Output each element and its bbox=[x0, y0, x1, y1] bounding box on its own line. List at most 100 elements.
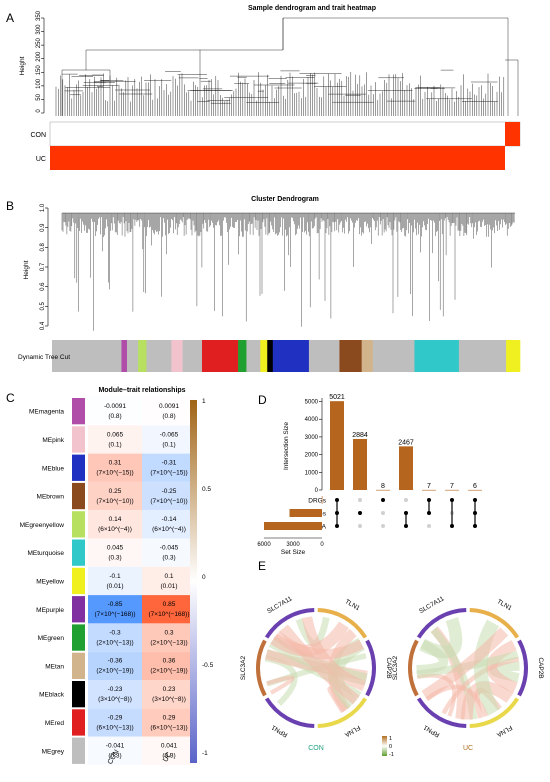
panel-c-cell-con-value: -0.0091 bbox=[104, 403, 126, 410]
panel-e-gene-label: RPN1 bbox=[422, 723, 441, 738]
panel-c-cell-con bbox=[88, 566, 142, 596]
panel-c-row: MEblack -0.23 (3×10^(−8)) 0.23 (3×10^(−8)) bbox=[39, 680, 196, 709]
panel-b-ytick-label: 0.8 bbox=[40, 243, 46, 252]
panel-b-module-segment bbox=[372, 340, 415, 372]
panel-b-module-segment bbox=[361, 340, 374, 372]
panel-c-row: MEred -0.29 (6×10^(−13)) 0.29 (6×10^(−13)) bbox=[45, 708, 196, 737]
panel-b-dendrogram bbox=[61, 212, 515, 331]
panel-e-ring-segment bbox=[264, 608, 315, 639]
panel-c-cell-uc-value: -0.065 bbox=[160, 431, 179, 438]
panel-b-module-segment bbox=[353, 340, 362, 372]
panel-d-bar bbox=[353, 438, 367, 490]
panel-c-cell-uc-p: (0.8) bbox=[162, 413, 175, 420]
panel-c-row-label: MEmagenta bbox=[29, 409, 64, 416]
panel-c-legend-tick: -1 bbox=[202, 750, 208, 757]
panel-c-cell-con-p: (0.01) bbox=[107, 583, 124, 590]
panel-d-bar bbox=[376, 489, 390, 491]
panel-b-ytick-label: 0.6 bbox=[40, 282, 46, 291]
panel-c-cell-con-p: (6×10^(−13)) bbox=[96, 724, 133, 731]
panel-c-cell-con-value: 0.14 bbox=[109, 516, 122, 523]
panel-b-module-segment bbox=[126, 340, 139, 372]
panel-a-dendrogram-lines bbox=[55, 17, 519, 116]
panel-e-ring-segment bbox=[264, 697, 315, 728]
panel-d-ytick-label: 4000 bbox=[305, 417, 319, 423]
panel-d-set-label: DRGs bbox=[308, 498, 326, 505]
panel-c-cell-uc-p: (7×10^(−10)) bbox=[150, 498, 187, 505]
panel-b-ytick-label: 0.4 bbox=[40, 321, 46, 330]
panel-c-cell-con bbox=[88, 595, 142, 624]
panel-c-cell-uc bbox=[142, 481, 196, 511]
panel-d-bar-label: 2884 bbox=[352, 432, 368, 439]
panel-e-chord-link bbox=[301, 616, 367, 691]
panel-d-matrix-dot bbox=[381, 511, 385, 515]
panel-c-cell-uc-p: (7×10^(−15)) bbox=[150, 470, 187, 477]
panel-e-chord-link bbox=[266, 675, 295, 695]
panel-c-row-label: MEturquoise bbox=[28, 550, 65, 557]
panel-c-row: MEmagenta -0.0091 (0.8) 0.0091 (0.8) bbox=[29, 397, 196, 426]
panel-e-gene-label: FLNA bbox=[495, 724, 513, 739]
panel-c-cell-uc-value: -0.25 bbox=[162, 488, 177, 495]
panel-e-ring-segment bbox=[317, 608, 368, 639]
panel-c-cell-uc-value: 0.29 bbox=[163, 714, 176, 721]
panel-b-ytick-label: 0.5 bbox=[40, 302, 46, 311]
panel-c-row-label: MEpurple bbox=[36, 607, 64, 614]
panel-c-cell-uc-value: -0.31 bbox=[162, 460, 177, 467]
panel-e-ring-segment bbox=[416, 608, 467, 639]
panel-b-title: Cluster Dendrogram bbox=[251, 196, 319, 203]
panel-label-b: B bbox=[6, 199, 14, 213]
panel-c-module-swatch bbox=[72, 624, 85, 651]
panel-e-legend-tick: -1 bbox=[389, 752, 394, 758]
panel-b-module-segment bbox=[201, 340, 225, 372]
panel-c-row: MEgrey -0.041 (0.3) 0.041 (0.3) bbox=[42, 736, 196, 765]
panel-d-set-size-bar bbox=[264, 522, 322, 530]
panel-c-cell-con-p: (0.1) bbox=[108, 441, 121, 448]
panel-e-ring-segment bbox=[317, 697, 368, 728]
panel-d-set-size-tick: 6000 bbox=[257, 542, 271, 548]
panel-c-cell-uc bbox=[142, 397, 196, 426]
panel-c-row-label: MEgrey bbox=[42, 748, 65, 755]
panel-d-bar-label: 7 bbox=[450, 483, 454, 490]
panel-e-ring-segment bbox=[469, 697, 520, 728]
panel-c-cell-uc-p: (0.3) bbox=[162, 555, 175, 562]
panel-c-cell-con-value: -0.041 bbox=[106, 743, 125, 750]
panel-c-row-label: MEred bbox=[45, 720, 65, 727]
panel-e-group-label-uc: UC bbox=[463, 745, 473, 752]
panel-d-matrix-dot bbox=[427, 524, 431, 528]
panel-label-c: C bbox=[6, 391, 15, 405]
panel-c-cell-uc-value: 0.0091 bbox=[159, 403, 179, 410]
panel-c-cell-con-value: -0.29 bbox=[108, 714, 123, 721]
panel-a-trait-con-label: CON bbox=[30, 132, 46, 139]
panel-c-cell-uc bbox=[142, 453, 196, 482]
panel-c-cell-con-p: (2×10^(−19)) bbox=[96, 668, 133, 675]
panel-e-gene-label: SLC3A2 bbox=[240, 656, 247, 681]
panel-d-set-size-bar bbox=[321, 496, 323, 504]
panel-c-cell-con-p: (6×10^(−4)) bbox=[98, 526, 132, 533]
panel-c-cell-uc bbox=[142, 566, 196, 596]
panel-c-module-swatch bbox=[72, 454, 85, 481]
panel-c-module-swatch bbox=[72, 681, 85, 708]
panel-c-cell-con-p: (7×10^(−10)) bbox=[96, 498, 133, 505]
panel-e-chord-link bbox=[270, 621, 350, 657]
panel-c-legend-tick: 0.5 bbox=[202, 486, 211, 493]
panel-d-matrix-dot bbox=[381, 524, 385, 528]
panel-c-row-label: MEyellow bbox=[36, 578, 64, 585]
panel-a-ytick-label: 50 bbox=[36, 93, 42, 100]
panel-b-ytick-label: 0.9 bbox=[40, 223, 46, 232]
panel-e-ring-segment bbox=[469, 608, 520, 639]
panel-c-row-label: MEgreen bbox=[38, 635, 65, 642]
panel-b-module-segment bbox=[238, 340, 247, 372]
panel-c-cell-uc bbox=[142, 623, 196, 652]
panel-c-cell-con-value: -0.36 bbox=[108, 658, 123, 665]
panel-e-gene-label: CAP2B bbox=[537, 657, 544, 678]
panel-c-row: MEpurple -0.85 (7×10^(−168)) 0.85 (7×10^(−16… bbox=[36, 595, 196, 624]
panel-c-module-swatch bbox=[72, 709, 85, 736]
panel-b-module-segment bbox=[182, 340, 203, 372]
panel-d-ytick-label: 5000 bbox=[305, 400, 319, 406]
panel-b-ylabel: Height bbox=[23, 260, 30, 279]
panel-c-cell-uc-value: 0.3 bbox=[164, 629, 173, 636]
panel-c-cell-uc-value: -0.045 bbox=[160, 545, 179, 552]
panel-c-cell-con bbox=[88, 736, 142, 765]
panel-d-matrix-dot bbox=[358, 524, 362, 528]
panel-e-group-label-con: CON bbox=[308, 745, 324, 752]
